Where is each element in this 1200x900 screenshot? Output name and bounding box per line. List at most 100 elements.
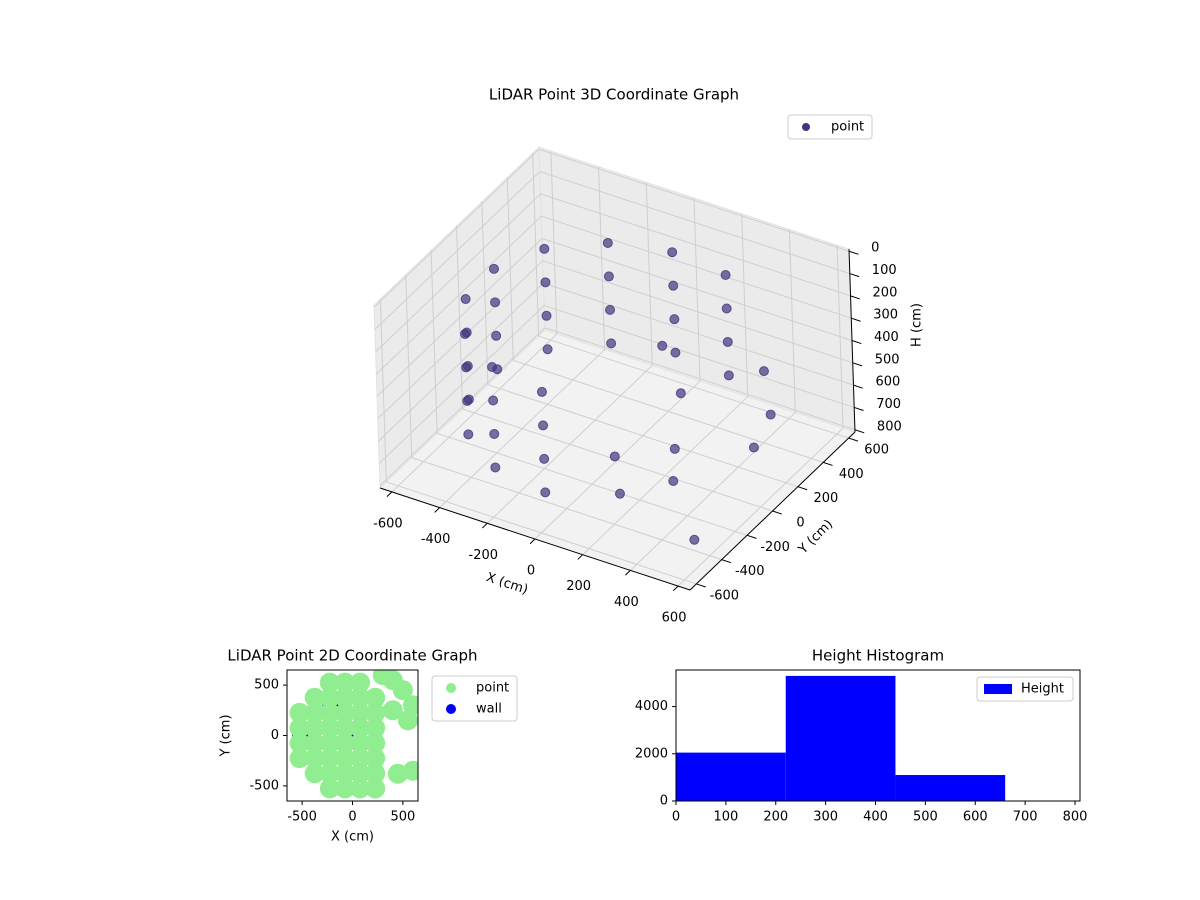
point	[365, 748, 386, 769]
z-tick-label: 100	[872, 263, 897, 278]
point	[538, 420, 549, 431]
point	[491, 330, 502, 341]
tick-mark	[696, 583, 706, 588]
z-tick-label: 400	[874, 330, 899, 345]
tick-mark	[852, 362, 863, 367]
grid-line	[544, 304, 855, 408]
grid-line	[386, 481, 697, 585]
point	[319, 687, 340, 708]
x-axis-label: X (cm)	[484, 570, 530, 598]
point	[334, 672, 355, 693]
tick-mark	[772, 510, 782, 515]
point	[392, 680, 413, 701]
z-tick-label: 200	[873, 285, 898, 300]
x-tick-label: 800	[1063, 810, 1088, 825]
point	[488, 263, 499, 274]
grid-line	[541, 215, 852, 319]
point	[319, 717, 340, 738]
x-tick-label: 600	[963, 810, 988, 825]
legend-marker	[446, 704, 456, 714]
tick-mark	[854, 406, 864, 411]
z-tick-label: 300	[873, 308, 898, 323]
point	[365, 717, 386, 738]
point	[350, 672, 371, 693]
point	[402, 760, 418, 781]
point	[350, 717, 371, 738]
y-tick-label: 500	[254, 678, 279, 693]
point	[461, 327, 472, 338]
tick-mark	[851, 317, 861, 322]
y-tick-label: -500	[249, 778, 279, 793]
point	[669, 314, 680, 325]
z-tick-label: 800	[877, 419, 902, 434]
point	[540, 277, 551, 288]
grid-line	[411, 457, 722, 561]
point	[540, 487, 551, 498]
x-tick-label: -400	[421, 532, 451, 547]
tick-mark	[848, 437, 859, 442]
legend-label: wall	[476, 702, 502, 717]
point	[334, 717, 355, 738]
grid-line	[544, 327, 856, 431]
point	[667, 247, 678, 258]
tick-mark	[851, 340, 862, 345]
z-axis-label: H (cm)	[910, 303, 925, 347]
point	[289, 748, 310, 769]
legend-label: point	[831, 120, 864, 135]
point	[350, 733, 371, 754]
point	[609, 451, 620, 462]
x-tick-label: 200	[763, 810, 788, 825]
point	[723, 370, 734, 381]
x-axis-label: X (cm)	[331, 830, 374, 845]
point	[319, 672, 340, 693]
point	[334, 763, 355, 784]
point	[350, 763, 371, 784]
bar	[785, 675, 896, 801]
point	[289, 733, 310, 754]
grid-line	[436, 432, 748, 536]
point	[319, 763, 340, 784]
tick-mark	[625, 570, 631, 576]
point	[365, 778, 386, 799]
point	[722, 336, 733, 347]
title: LiDAR Point 2D Coordinate Graph	[227, 647, 477, 665]
point	[720, 270, 731, 281]
point	[489, 428, 500, 439]
grid-line	[374, 171, 541, 330]
point	[365, 687, 386, 708]
title: LiDAR Point 3D Coordinate Graph	[489, 86, 739, 104]
point	[365, 702, 386, 723]
z-tick-label: 700	[876, 397, 901, 412]
point	[289, 702, 310, 723]
point	[606, 338, 617, 349]
legend-box	[787, 114, 873, 140]
point	[334, 778, 355, 799]
y-tick-label: 4000	[635, 699, 668, 714]
tick-mark	[529, 538, 536, 545]
y-tick-label: 200	[813, 491, 838, 506]
tick-mark	[853, 384, 863, 389]
x-tick-label: -200	[469, 548, 499, 563]
point	[463, 394, 474, 405]
point	[319, 748, 340, 769]
point	[304, 763, 325, 784]
point	[350, 748, 371, 769]
point	[460, 294, 471, 305]
grid-line	[542, 260, 853, 364]
point	[350, 778, 371, 799]
point	[614, 488, 625, 499]
grid-line	[376, 238, 543, 397]
point	[319, 778, 340, 799]
grid-line	[487, 384, 799, 488]
x-tick-label: 400	[863, 810, 888, 825]
grid-line	[375, 215, 542, 375]
point	[668, 280, 679, 291]
point	[765, 409, 776, 420]
y-tick-label: 0	[271, 728, 279, 743]
grid-line	[379, 327, 546, 487]
point	[539, 243, 550, 254]
point	[605, 304, 616, 315]
point	[490, 462, 501, 473]
x-tick-label: 600	[662, 611, 687, 626]
point	[463, 429, 474, 440]
